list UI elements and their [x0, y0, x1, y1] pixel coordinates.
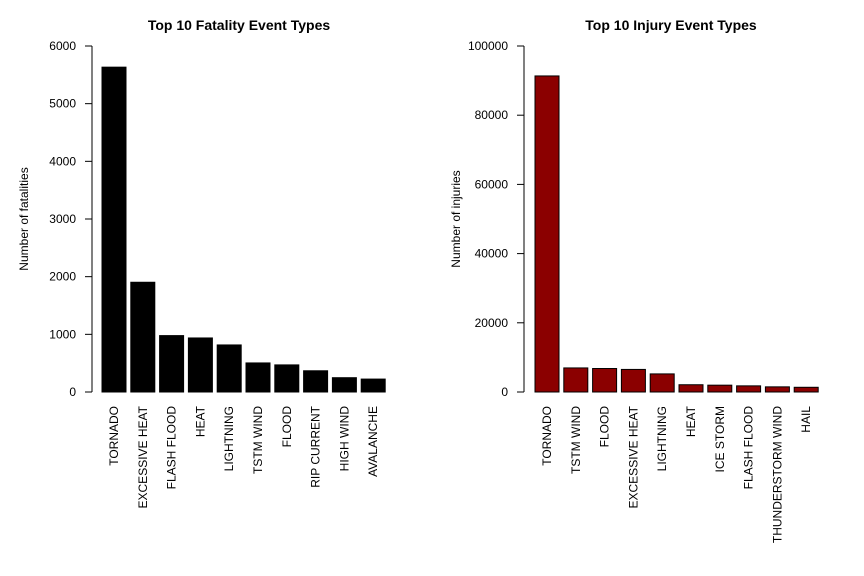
injury-bar-thunderstorm-wind — [764, 386, 790, 393]
fatality-y-tick-label: 0 — [69, 385, 76, 399]
injury-bar-excessive-heat — [620, 368, 646, 393]
injury-category-label: FLASH FLOOD — [742, 406, 756, 490]
fatality-chart-title: Top 10 Fatality Event Types — [148, 17, 331, 33]
injury-category-label: TSTM WIND — [569, 406, 583, 474]
injury-y-axis-label: Number of injuries — [449, 170, 463, 267]
injury-category-label: FLOOD — [598, 406, 612, 448]
fatality-category-label: EXCESSIVE HEAT — [136, 405, 150, 508]
fatality-category-labels: TORNADO EXCESSIVE HEAT FLASH FLOOD HEAT LIGH… — [107, 405, 380, 508]
fatality-y-tick-label: 4000 — [49, 154, 76, 168]
injury-category-label: ICE STORM — [713, 406, 727, 472]
fatality-bar-tstm-wind — [245, 362, 271, 393]
fatality-bar-avalanche — [360, 378, 386, 393]
injury-y-tick-label: 80000 — [475, 108, 509, 122]
injury-category-label: HAIL — [799, 406, 813, 433]
injury-bar-tstm-wind — [563, 367, 589, 393]
fatality-y-axis: 0 1000 2000 3000 4000 5000 6000 — [49, 39, 93, 399]
fatality-category-label: HIGH WIND — [337, 406, 351, 472]
fatality-bar-flash-flood — [159, 335, 185, 393]
fatality-category-label: AVALANCHE — [366, 406, 380, 477]
fatality-bar-excessive-heat — [130, 281, 156, 393]
injury-y-tick-label: 100000 — [468, 39, 508, 53]
fatality-bar-high-wind — [331, 377, 357, 393]
injury-bar-flood — [592, 368, 618, 393]
injury-y-tick-label: 20000 — [475, 316, 509, 330]
injury-bar-heat — [678, 384, 704, 393]
fatality-y-tick-label: 2000 — [49, 270, 76, 284]
fatality-category-label: FLOOD — [280, 406, 294, 448]
injury-category-label: THUNDERSTORM WIND — [770, 406, 784, 543]
injury-y-tick-label: 60000 — [475, 177, 509, 191]
injury-category-labels: TORNADO TSTM WIND FLOOD EXCESSIVE HEAT LIGHT… — [540, 405, 813, 543]
fatality-category-label: LIGHTNING — [222, 406, 236, 471]
fatality-bar-tornado — [101, 66, 127, 393]
injury-category-label: LIGHTNING — [655, 406, 669, 471]
injury-bar-lightning — [649, 373, 675, 393]
fatality-category-label: TSTM WIND — [251, 406, 265, 474]
fatality-bar-flood — [274, 364, 300, 393]
injury-bar-tornado — [534, 75, 560, 393]
fatality-bars — [101, 66, 386, 393]
fatality-y-tick-label: 5000 — [49, 97, 76, 111]
injury-y-axis: 0 20000 40000 60000 80000 100000 — [468, 39, 525, 399]
fatality-y-axis-label: Number of fatalities — [17, 167, 31, 270]
fatality-category-label: FLASH FLOOD — [165, 406, 179, 490]
fatality-bar-heat — [187, 337, 213, 393]
injury-chart-title: Top 10 Injury Event Types — [585, 17, 757, 33]
fatality-category-label: RIP CURRENT — [309, 405, 323, 487]
injury-bar-ice-storm — [707, 384, 733, 393]
injury-chart: Top 10 Injury Event Types Number of inju… — [449, 17, 819, 543]
injury-bar-hail — [793, 386, 819, 393]
fatality-y-tick-label: 3000 — [49, 212, 76, 226]
fatality-bar-rip-current — [303, 370, 329, 393]
fatality-y-tick-label: 1000 — [49, 327, 76, 341]
fatality-category-label: TORNADO — [107, 406, 121, 466]
injury-category-label: TORNADO — [540, 406, 554, 466]
fatality-y-tick-label: 6000 — [49, 39, 76, 53]
fatality-category-label: HEAT — [193, 405, 207, 437]
fatality-bar-lightning — [216, 344, 242, 393]
injury-bars — [534, 75, 819, 393]
injury-y-tick-label: 0 — [501, 385, 508, 399]
injury-bar-flash-flood — [736, 385, 762, 393]
injury-y-tick-label: 40000 — [475, 247, 509, 261]
fatality-chart: Top 10 Fatality Event Types Number of fa… — [17, 17, 386, 508]
injury-category-label: EXCESSIVE HEAT — [626, 405, 640, 508]
injury-category-label: HEAT — [684, 405, 698, 437]
